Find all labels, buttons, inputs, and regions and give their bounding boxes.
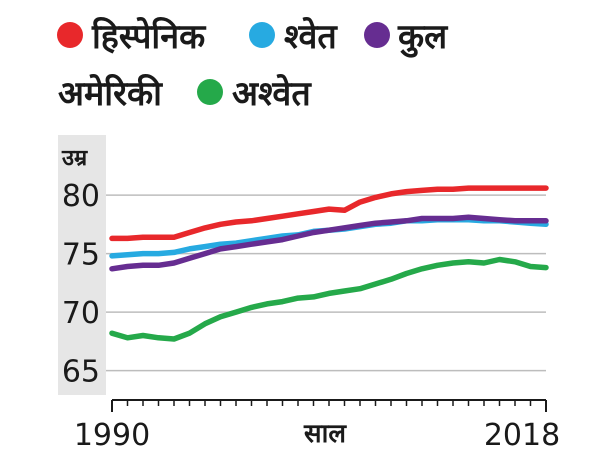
x-axis-title: साल: [303, 419, 347, 449]
legend-label-white: श्वेत: [284, 16, 338, 57]
x-tick-label-1990: 1990: [74, 418, 150, 450]
y-tick-labels: 65 70 75 80: [62, 179, 100, 390]
legend-swatch-black: [197, 79, 223, 105]
legend-swatch-white: [249, 22, 275, 48]
y-tick-label-65: 65: [62, 355, 100, 390]
legend-label-black: अश्वेत: [232, 73, 312, 114]
legend-label-total: कुल: [397, 17, 449, 58]
series-lines: [109, 185, 549, 342]
series-line-2: [109, 214, 549, 272]
x-axis: [111, 399, 547, 412]
y-tick-label-75: 75: [62, 238, 100, 273]
y-tick-label-80: 80: [62, 179, 100, 214]
x-tick-label-2018: 2018: [484, 418, 560, 450]
legend-label-american: अमेरिकी: [58, 73, 163, 114]
legend-label-hispanic: हिस्पेनिक: [91, 16, 207, 57]
series-line-3: [109, 256, 549, 342]
legend-swatch-hispanic: [57, 22, 83, 48]
legend-swatch-total: [364, 22, 390, 48]
series-line-0: [109, 185, 549, 242]
y-axis-title: उम्र: [61, 146, 88, 171]
y-axis-band: [58, 135, 106, 395]
y-tick-label-70: 70: [62, 296, 100, 331]
